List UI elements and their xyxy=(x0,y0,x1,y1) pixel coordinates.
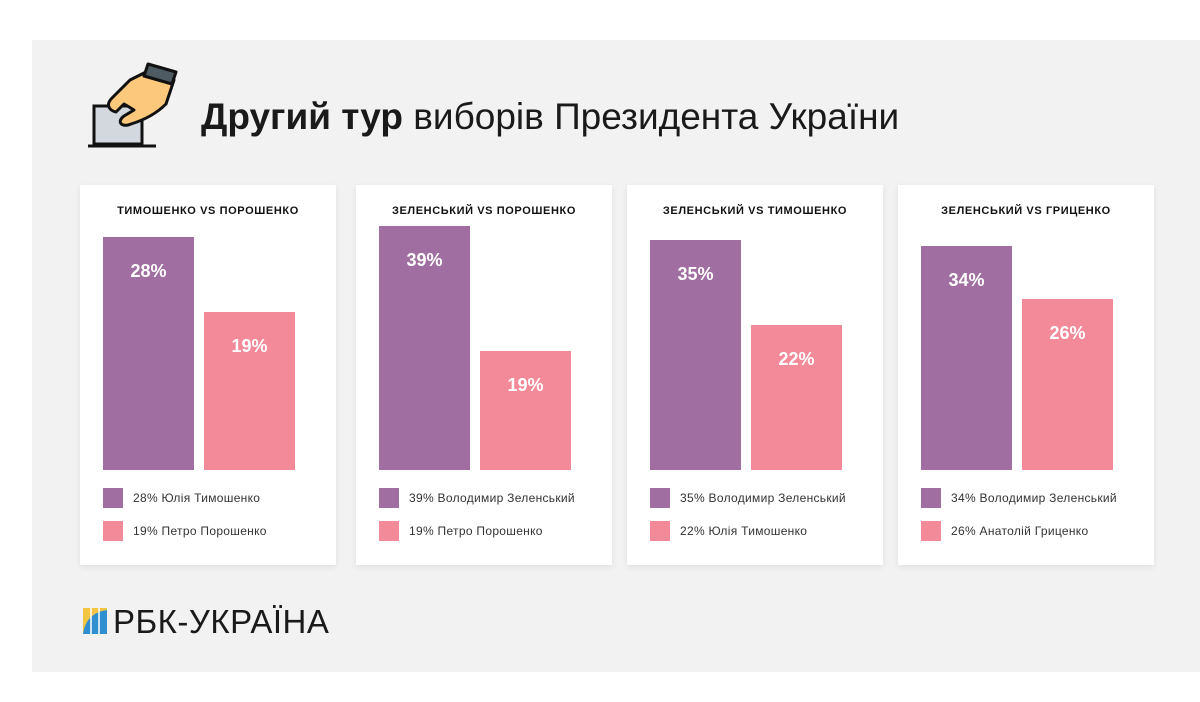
legend-label: 28% Юлія Тимошенко xyxy=(133,491,261,505)
bar: 26% xyxy=(1022,298,1113,470)
bar: 35% xyxy=(650,239,741,470)
bar-label: 34% xyxy=(948,270,985,291)
bar: 19% xyxy=(204,311,295,470)
ballot-hand-icon xyxy=(88,62,178,148)
chart-card: ТИМОШЕНКО VS ПОРОШЕНКО 28% 28% Юлія Тимоше… xyxy=(80,185,336,565)
legend-swatch xyxy=(921,488,941,508)
rbk-logo-text: РБК-УКРАЇНА xyxy=(113,603,330,640)
legend-label: 34% Володимир Зеленський xyxy=(951,491,1117,505)
bar-label: 19% xyxy=(231,335,268,356)
legend-label: 19% Петро Порошенко xyxy=(133,524,267,538)
chart-card: ЗЕЛЕНСЬКИЙ VS ГРИЦЕНКО 34% 34% Володимир З… xyxy=(898,185,1154,565)
bar: 28% xyxy=(103,236,194,470)
legend-swatch xyxy=(103,488,123,508)
legend-swatch xyxy=(379,488,399,508)
page-title: Другий тур виборів Президента України xyxy=(201,96,900,137)
legend-label: 22% Юлія Тимошенко xyxy=(680,524,808,538)
legend-swatch xyxy=(650,488,670,508)
bar-label: 28% xyxy=(130,260,167,281)
legend-swatch xyxy=(379,521,399,541)
legend-swatch xyxy=(650,521,670,541)
rbk-logo-icon xyxy=(83,608,107,634)
legend-label: 26% Анатолій Гриценко xyxy=(951,524,1089,538)
bar-label: 22% xyxy=(778,349,815,370)
chart-card: ЗЕЛЕНСЬКИЙ VS ТИМОШЕНКО 35% 35% Володимир … xyxy=(627,185,883,565)
chart-title: ЗЕЛЕНСЬКИЙ VS ПОРОШЕНКО xyxy=(391,205,576,217)
bar: 19% xyxy=(480,351,571,470)
chart-title: ТИМОШЕНКО VS ПОРОШЕНКО xyxy=(117,205,299,217)
legend-label: 19% Петро Порошенко xyxy=(409,524,543,538)
chart-card: ЗЕЛЕНСЬКИЙ VS ПОРОШЕНКО 39% 39% Володимир … xyxy=(356,185,612,565)
bar-label: 19% xyxy=(507,375,544,396)
bar-label: 35% xyxy=(677,263,714,284)
bar: 22% xyxy=(751,325,842,470)
legend-swatch xyxy=(103,521,123,541)
chart-title: ЗЕЛЕНСЬКИЙ VS ГРИЦЕНКО xyxy=(941,205,1111,217)
legend-label: 35% Володимир Зеленський xyxy=(680,491,846,505)
bar: 34% xyxy=(921,246,1012,470)
legend-swatch xyxy=(921,521,941,541)
bar: 39% xyxy=(379,226,470,470)
bar-label: 26% xyxy=(1049,322,1086,343)
chart-title: ЗЕЛЕНСЬКИЙ VS ТИМОШЕНКО xyxy=(662,205,848,217)
bar-label: 39% xyxy=(406,250,443,271)
legend-label: 39% Володимир Зеленський xyxy=(409,491,575,505)
